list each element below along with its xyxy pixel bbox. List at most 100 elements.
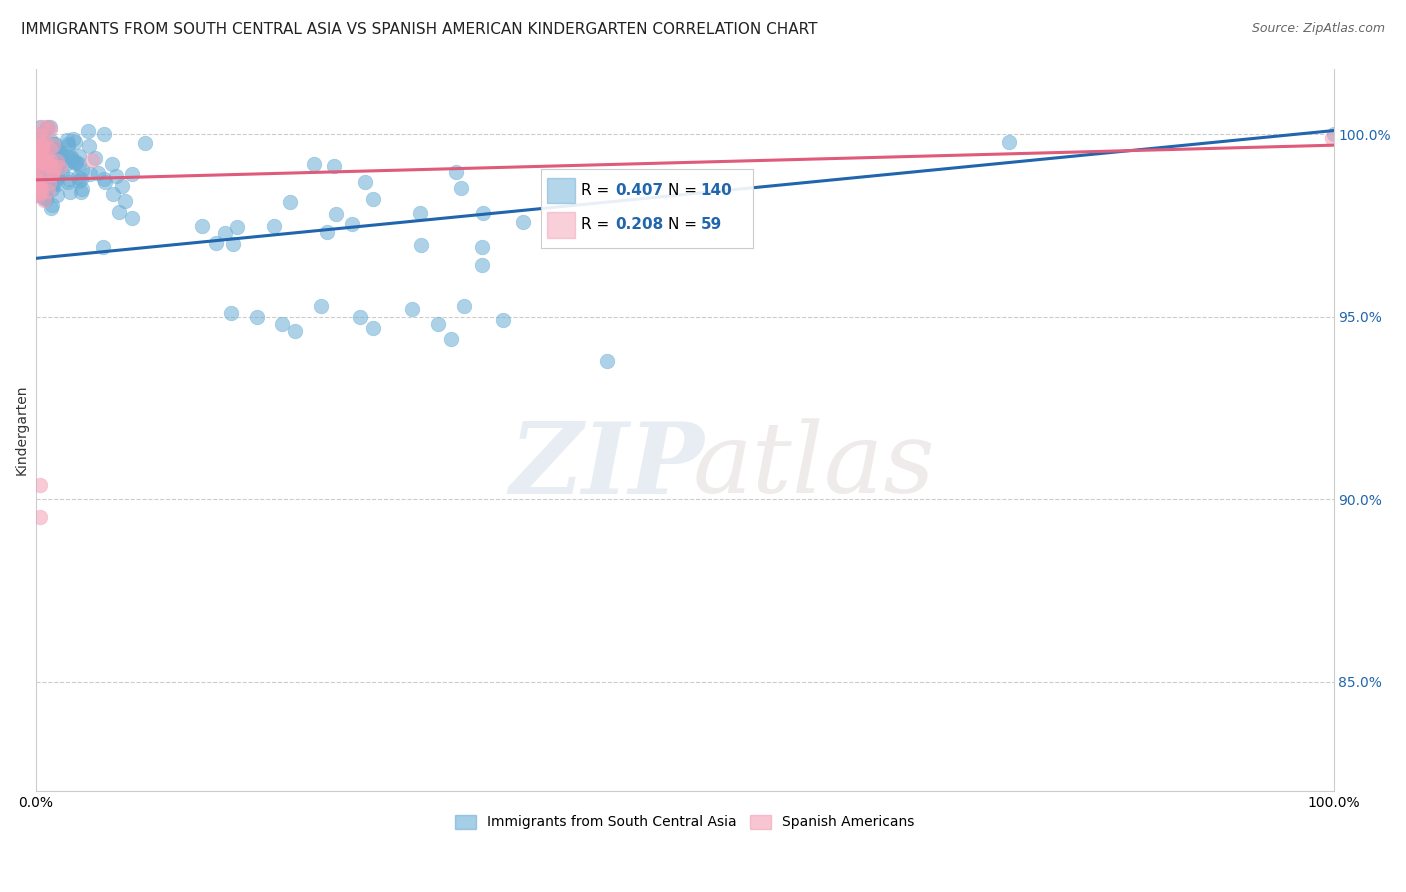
- Point: [60, 154, 83, 169]
- Point: [42, 160, 65, 174]
- Point: [62, 132, 84, 146]
- Point: [48, 160, 70, 174]
- Point: [51, 165, 73, 179]
- Point: [446, 165, 468, 179]
- Point: [38, 158, 60, 172]
- Point: [67, 157, 90, 171]
- Point: [316, 225, 339, 239]
- Point: [41, 168, 63, 182]
- Point: [219, 306, 242, 320]
- Point: [38, 120, 60, 134]
- Point: [39, 201, 62, 215]
- Point: [70, 172, 93, 186]
- Point: [39, 142, 62, 156]
- Point: [55, 149, 77, 163]
- Point: [28, 167, 51, 181]
- Point: [512, 214, 534, 228]
- Point: [245, 310, 267, 324]
- Point: [30, 128, 52, 143]
- Point: [471, 240, 494, 254]
- Point: [41, 198, 63, 212]
- Point: [31, 144, 53, 158]
- Point: [134, 136, 156, 150]
- Point: [25, 153, 48, 167]
- Point: [25, 157, 48, 171]
- Point: [28, 172, 51, 186]
- Point: [354, 175, 377, 189]
- Point: [28, 149, 51, 163]
- Point: [45, 161, 67, 175]
- Point: [35, 153, 58, 168]
- Point: [1322, 127, 1344, 141]
- Point: [44, 160, 66, 174]
- Point: [35, 176, 58, 190]
- Point: [32, 191, 55, 205]
- Point: [35, 150, 58, 164]
- Point: [63, 135, 86, 149]
- Text: 0.407: 0.407: [616, 183, 664, 198]
- Point: [28, 138, 51, 153]
- Point: [322, 159, 344, 173]
- Point: [596, 353, 619, 368]
- Point: [25, 163, 48, 178]
- Point: [34, 156, 56, 170]
- FancyBboxPatch shape: [547, 178, 575, 202]
- Legend: Immigrants from South Central Asia, Spanish Americans: Immigrants from South Central Asia, Span…: [450, 809, 920, 835]
- Point: [25, 136, 48, 150]
- Point: [25, 148, 48, 162]
- Point: [77, 124, 100, 138]
- Point: [60, 150, 83, 164]
- Point: [440, 332, 463, 346]
- Point: [63, 156, 86, 170]
- Point: [401, 302, 423, 317]
- Point: [191, 219, 214, 234]
- Point: [114, 194, 136, 208]
- Point: [58, 175, 80, 189]
- Point: [55, 133, 77, 147]
- Point: [34, 186, 56, 201]
- Point: [41, 167, 63, 181]
- Point: [998, 135, 1021, 149]
- Point: [38, 172, 60, 186]
- Point: [25, 174, 48, 188]
- Point: [30, 174, 52, 188]
- Point: [46, 153, 69, 168]
- Point: [42, 150, 65, 164]
- Point: [67, 148, 90, 162]
- Point: [42, 174, 65, 188]
- Point: [38, 176, 60, 190]
- Point: [87, 166, 110, 180]
- Point: [93, 172, 115, 186]
- Point: [204, 235, 226, 250]
- Point: [46, 177, 69, 191]
- Point: [25, 188, 48, 202]
- Point: [35, 192, 58, 206]
- Text: N =: N =: [668, 218, 702, 233]
- Point: [427, 317, 450, 331]
- Point: [35, 176, 58, 190]
- Point: [67, 174, 90, 188]
- Point: [39, 153, 62, 168]
- Point: [27, 161, 49, 175]
- Text: N =: N =: [668, 183, 702, 198]
- Point: [53, 158, 76, 172]
- Point: [56, 136, 79, 151]
- Text: IMMIGRANTS FROM SOUTH CENTRAL ASIA VS SPANISH AMERICAN KINDERGARTEN CORRELATION : IMMIGRANTS FROM SOUTH CENTRAL ASIA VS SP…: [21, 22, 818, 37]
- Point: [121, 167, 143, 181]
- Point: [44, 143, 66, 157]
- Point: [42, 137, 65, 152]
- Point: [27, 142, 49, 156]
- Point: [42, 138, 65, 153]
- Point: [34, 165, 56, 179]
- Point: [93, 175, 115, 189]
- Point: [453, 299, 475, 313]
- Point: [65, 154, 87, 169]
- Text: 59: 59: [702, 218, 723, 233]
- Point: [39, 171, 62, 186]
- Point: [60, 152, 83, 166]
- Point: [361, 192, 384, 206]
- Point: [48, 155, 70, 169]
- Point: [409, 238, 432, 252]
- Point: [278, 194, 301, 209]
- Point: [27, 187, 49, 202]
